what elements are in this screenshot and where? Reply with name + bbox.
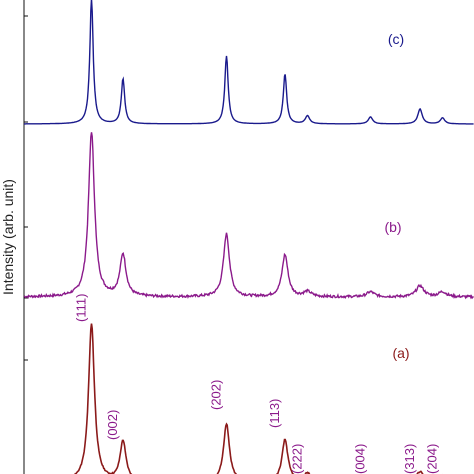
series-line-b	[23, 132, 474, 300]
miller-index-label: (202)	[209, 380, 224, 410]
series-label-a: (a)	[392, 345, 409, 361]
miller-index-label: (313)	[402, 444, 417, 474]
series-line-a	[74, 323, 443, 474]
miller-index-label: (111)	[74, 294, 89, 322]
miller-index-labels: (111) (002) (202) (113) (222) (004) (313) (204)	[74, 294, 440, 474]
series-line-c	[24, 0, 474, 125]
series-label-c: (c)	[388, 31, 404, 47]
miller-index-label: (204)	[425, 444, 440, 474]
miller-index-label: (002)	[105, 410, 120, 440]
miller-index-label: (222)	[290, 444, 305, 474]
tick-marks	[24, 15, 28, 361]
miller-index-label: (113)	[267, 399, 282, 428]
miller-index-label: (004)	[353, 444, 368, 474]
y-axis-label: Intensity (arb. unit)	[0, 179, 16, 295]
series-label-b: (b)	[384, 219, 401, 235]
